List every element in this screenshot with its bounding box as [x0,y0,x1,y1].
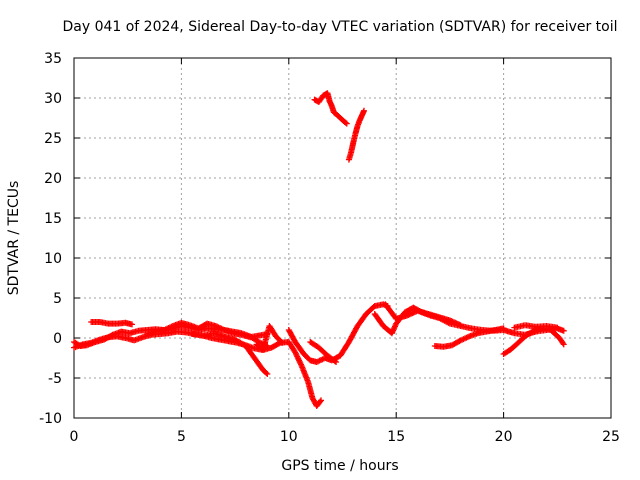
x-tick-label: 15 [387,429,405,445]
y-tick-label: 25 [44,131,62,147]
data-point [560,341,567,348]
data-point [342,119,349,126]
y-tick-label: 35 [44,51,62,67]
data-point [128,321,135,328]
y-tick-label: -10 [39,411,62,427]
data-points [71,90,567,409]
data-point [554,324,561,331]
y-tick-label: 15 [44,211,62,227]
x-tick-label: 25 [602,429,620,445]
data-track [88,319,135,328]
y-tick-label: 0 [53,331,62,347]
data-track [511,322,561,331]
grid [74,58,611,418]
data-point [343,120,350,127]
axis-ticks: 0 5 10 15 20 25 -10 -5 0 5 10 15 20 25 30 35 [39,51,620,445]
plot-frame [73,57,612,419]
x-tick-label: 5 [177,429,186,445]
data-point [500,325,507,332]
data-point [279,339,286,346]
y-tick-label: 5 [53,291,62,307]
data-track [500,325,567,357]
y-axis-label: SDTVAR / TECUs [6,181,22,296]
x-tick-label: 0 [70,429,79,445]
data-track [189,330,271,377]
chart-title: Day 041 of 2024, Sidereal Day-to-day VTE… [62,19,617,35]
y-tick-label: 30 [44,91,62,107]
y-tick-label: 10 [44,251,62,267]
x-tick-label: 10 [280,429,298,445]
y-tick-label: 20 [44,171,62,187]
data-point [317,398,324,405]
data-track [307,339,340,365]
data-point [457,322,464,329]
x-tick-label: 20 [495,429,513,445]
data-point [559,340,566,347]
data-track [253,323,286,353]
data-point [360,107,367,114]
data-point [318,397,325,404]
data-track [345,107,367,163]
data-track [311,90,350,127]
data-track [285,301,391,365]
x-axis-label: GPS time / hours [281,458,398,474]
data-track [71,328,325,409]
data-point [263,370,270,376]
data-track [382,301,464,329]
data-point [331,358,338,365]
y-tick-label: -5 [48,371,62,387]
data-point [560,327,567,334]
data-track [144,319,271,349]
data-point [529,328,536,335]
data-point [108,332,115,339]
data-point [333,359,340,365]
data-point [264,371,271,377]
data-track [371,304,567,338]
data-track [431,325,507,350]
data-point [278,338,285,345]
